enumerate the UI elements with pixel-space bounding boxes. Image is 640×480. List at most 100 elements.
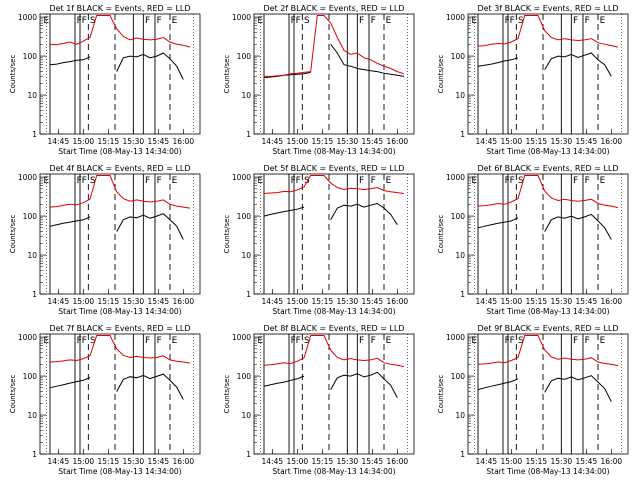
x-tick-label: 15:30 xyxy=(551,297,573,306)
marker-label: E xyxy=(471,16,477,26)
y-tick-label: 1 xyxy=(460,450,465,459)
plot-frame xyxy=(39,173,201,295)
events-series-line xyxy=(116,213,184,240)
x-tick-label: 16:00 xyxy=(601,137,623,146)
events-series-line xyxy=(544,213,612,240)
y-tick-label: 1 xyxy=(246,130,251,139)
y-axis-label: Counts/sec xyxy=(223,375,231,414)
marker-label: F xyxy=(573,176,578,186)
x-tick-label: 15:00 xyxy=(73,297,95,306)
marker-label: E xyxy=(172,176,178,186)
plot-title: Det 4f BLACK = Events, RED = LLD xyxy=(49,164,190,173)
detector-plot-4: Det 4f BLACK = Events, RED = LLD 1 10 100 10… xyxy=(9,164,201,316)
x-tick-label: 15:00 xyxy=(287,137,309,146)
plot-frame xyxy=(39,13,201,135)
x-axis-label: Start Time (08-May-13 14:34:00) xyxy=(58,467,181,476)
marker-label: F xyxy=(359,176,364,186)
marker-label: S xyxy=(90,336,96,346)
x-tick-label: 15:15 xyxy=(312,457,334,466)
x-tick-label: 15:15 xyxy=(526,137,548,146)
plot-title: Det 3f BLACK = Events, RED = LLD xyxy=(477,4,618,13)
x-axis-label: Start Time (08-May-13 14:34:00) xyxy=(486,307,609,316)
x-axis-label: Start Time (08-May-13 14:34:00) xyxy=(486,147,609,156)
marker-label: E xyxy=(43,336,49,346)
marker-label: F xyxy=(359,16,364,26)
plot-frame xyxy=(467,13,629,135)
marker-label: E xyxy=(257,176,263,186)
events-series-line xyxy=(544,52,612,77)
y-tick-label: 100 xyxy=(237,52,252,61)
y-tick-label: 100 xyxy=(237,372,252,381)
marker-label: S xyxy=(304,16,310,26)
marker-label: E xyxy=(600,176,606,186)
y-tick-label: 1000 xyxy=(18,333,37,342)
events-series-line xyxy=(544,375,612,402)
marker-label: E xyxy=(386,176,392,186)
x-tick-label: 15:30 xyxy=(123,297,145,306)
events-series-line xyxy=(330,371,398,398)
y-tick-label: 10 xyxy=(455,91,465,100)
y-tick-label: 1 xyxy=(246,450,251,459)
plot-title: Det 9f BLACK = Events, RED = LLD xyxy=(477,324,618,333)
y-tick-label: 1000 xyxy=(18,13,37,22)
y-tick-label: 1000 xyxy=(446,13,465,22)
marker-label: E xyxy=(600,336,606,346)
marker-label: S xyxy=(90,176,96,186)
marker-label: S xyxy=(518,336,524,346)
y-axis-label: Counts/sec xyxy=(437,375,445,414)
marker-label: S xyxy=(518,176,524,186)
detector-plot-9: Det 9f BLACK = Events, RED = LLD 1 10 100 10… xyxy=(437,324,629,476)
marker-label: F xyxy=(505,176,510,186)
x-tick-label: 16:00 xyxy=(601,457,623,466)
plot-frame xyxy=(467,333,629,455)
events-series-line xyxy=(116,52,184,80)
x-tick-label: 15:15 xyxy=(98,457,120,466)
x-tick-label: 15:45 xyxy=(362,457,384,466)
x-tick-label: 15:15 xyxy=(526,297,548,306)
x-tick-label: 16:00 xyxy=(387,297,409,306)
marker-label: F xyxy=(77,176,82,186)
y-tick-label: 1 xyxy=(32,130,37,139)
plot-frame xyxy=(253,173,415,295)
marker-label: F xyxy=(296,16,301,26)
marker-label: F xyxy=(505,336,510,346)
marker-label: F xyxy=(585,16,590,26)
marker-label: E xyxy=(386,16,392,26)
marker-label: F xyxy=(585,176,590,186)
lld-series-line xyxy=(477,15,619,48)
marker-label: F xyxy=(510,336,515,346)
marker-label: E xyxy=(257,336,263,346)
x-tick-label: 15:00 xyxy=(501,137,523,146)
y-tick-label: 1 xyxy=(32,450,37,459)
marker-label: F xyxy=(573,16,578,26)
lld-series-line xyxy=(477,175,619,209)
y-axis-label: Counts/sec xyxy=(9,375,17,414)
y-axis-label: Counts/sec xyxy=(223,215,231,254)
x-tick-label: 15:30 xyxy=(123,457,145,466)
marker-label: F xyxy=(573,336,578,346)
plot-title: Det 6f BLACK = Events, RED = LLD xyxy=(477,164,618,173)
detector-plot-1: Det 1f BLACK = Events, RED = LLD 1 10 100 10… xyxy=(9,4,201,156)
x-tick-label: 16:00 xyxy=(601,297,623,306)
plot-title: Det 1f BLACK = Events, RED = LLD xyxy=(49,4,190,13)
x-tick-label: 15:45 xyxy=(362,137,384,146)
x-axis-label: Start Time (08-May-13 14:34:00) xyxy=(272,307,395,316)
x-tick-label: 14:45 xyxy=(48,137,70,146)
marker-label: F xyxy=(291,336,296,346)
marker-label: F xyxy=(82,16,87,26)
y-tick-label: 100 xyxy=(23,372,38,381)
events-series-line xyxy=(477,57,519,67)
x-tick-label: 15:30 xyxy=(123,137,145,146)
plot-title: Det 8f BLACK = Events, RED = LLD xyxy=(263,324,404,333)
x-tick-label: 15:15 xyxy=(98,297,120,306)
x-tick-label: 15:15 xyxy=(98,137,120,146)
marker-label: E xyxy=(257,16,263,26)
y-tick-label: 10 xyxy=(241,91,251,100)
lld-series-line xyxy=(263,175,405,194)
lld-series-line xyxy=(49,175,191,209)
y-tick-label: 10 xyxy=(27,91,37,100)
x-tick-label: 15:45 xyxy=(576,457,598,466)
y-tick-label: 10 xyxy=(241,411,251,420)
x-tick-label: 14:45 xyxy=(476,137,498,146)
